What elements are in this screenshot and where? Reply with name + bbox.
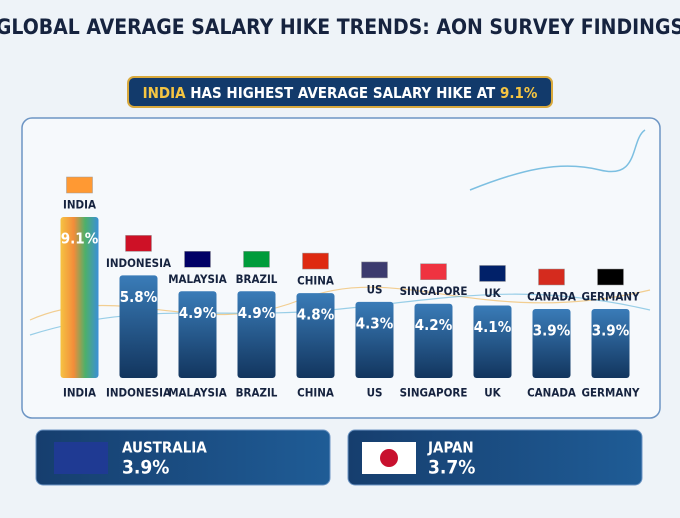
bar (355, 301, 394, 378)
decor-line (469, 129, 646, 191)
banner (127, 76, 553, 108)
x-tick-label: GERMANY (582, 386, 640, 400)
bar (532, 309, 571, 378)
x-tick-label: BRAZIL (236, 386, 278, 400)
x-tick-label: SINGAPORE (400, 386, 468, 400)
x-tick-label: US (367, 386, 383, 400)
x-tick-label: CHINA (297, 386, 334, 400)
value-label: 4.9% (238, 304, 276, 322)
value-label: 9.1% (61, 230, 99, 248)
flag (361, 261, 388, 279)
flag (66, 176, 93, 194)
bar-name: MALAYSIA (168, 272, 227, 286)
x-tick-label: CANADA (527, 386, 576, 400)
bar-name: INDIA (63, 198, 96, 212)
flag (184, 251, 211, 268)
flag (538, 268, 565, 286)
value-label: 4.8% (297, 306, 335, 324)
value-label: 5.8% (120, 288, 158, 306)
subtitle-part: 9.1% (500, 84, 538, 102)
bar-name: CHINA (297, 274, 334, 288)
flag (597, 268, 624, 286)
highlight-name: JAPAN (427, 439, 474, 457)
bar (119, 275, 158, 378)
highlight-box (35, 429, 331, 486)
bar-name: CANADA (527, 290, 576, 304)
bar-name: INDONESIA (106, 256, 171, 270)
value-label: 4.2% (415, 316, 453, 334)
x-tick-label: INDONESIA (106, 386, 171, 400)
value-label: 4.1% (474, 318, 512, 336)
bar (591, 309, 630, 378)
flag (125, 235, 152, 252)
bar-name: UK (484, 286, 501, 300)
bar (178, 291, 217, 378)
bar-name: US (367, 282, 383, 296)
subtitle-part: INDIA (143, 84, 187, 102)
bar (237, 291, 276, 378)
bar-name: GERMANY (582, 290, 640, 304)
bar (473, 305, 512, 378)
x-tick-label: MALAYSIA (168, 386, 227, 400)
value-label: 4.9% (179, 304, 217, 322)
value-label: 4.3% (356, 314, 394, 332)
value-label: 3.9% (533, 322, 571, 340)
highlight-box (347, 429, 643, 486)
highlight-name: AUSTRALIA (122, 439, 207, 457)
bar-name: BRAZIL (236, 272, 278, 286)
x-tick-label: INDIA (63, 386, 96, 400)
flag (243, 251, 270, 268)
value-label: 3.9% (592, 322, 630, 340)
highlight-value: 3.9% (122, 457, 169, 479)
chart-title: GLOBAL AVERAGE SALARY HIKE TRENDS: AON S… (0, 15, 680, 39)
x-tick-label: UK (484, 386, 501, 400)
highlight-value: 3.7% (428, 457, 475, 479)
flag (479, 265, 506, 282)
bar (60, 217, 99, 378)
bar (296, 293, 335, 378)
chart-subtitle: INDIA HAS HIGHEST AVERAGE SALARY HIKE AT… (143, 84, 538, 102)
flag (420, 263, 447, 280)
flag (302, 252, 329, 270)
subtitle-part: HAS HIGHEST AVERAGE SALARY HIKE AT (186, 84, 500, 102)
flag (54, 442, 108, 474)
bar-name: SINGAPORE (400, 284, 468, 298)
bar (414, 303, 453, 378)
flag-sun (380, 449, 398, 467)
